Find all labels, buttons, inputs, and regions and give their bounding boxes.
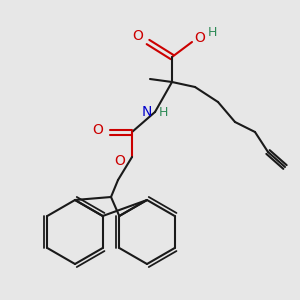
- Text: O: O: [115, 154, 125, 168]
- Text: H: H: [158, 106, 168, 118]
- Text: N: N: [142, 105, 152, 119]
- Text: O: O: [133, 29, 143, 43]
- Text: O: O: [195, 31, 206, 45]
- Text: H: H: [207, 26, 217, 38]
- Text: O: O: [93, 123, 104, 137]
